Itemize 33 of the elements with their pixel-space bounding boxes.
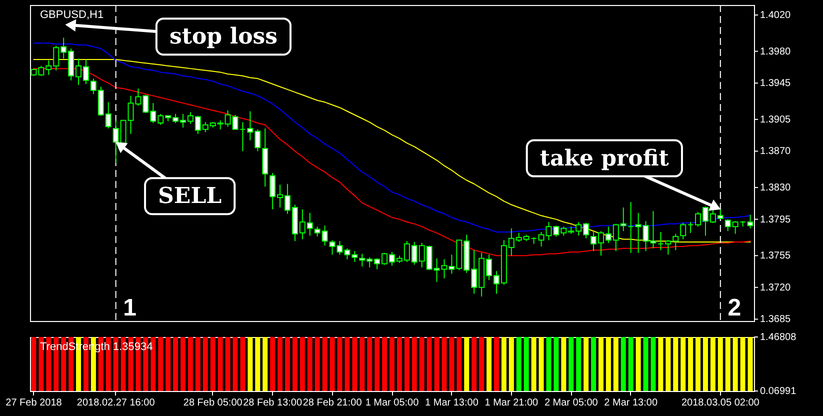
y-tick-label: 0.06991 bbox=[760, 386, 797, 397]
x-tick-label: 28 Feb 05:00 bbox=[183, 398, 243, 408]
annotation: SELL bbox=[158, 183, 222, 210]
y-tick-label: 1.3870 bbox=[760, 146, 792, 158]
x-tick-label: 28 Feb 21:00 bbox=[302, 398, 362, 408]
y-tick-label: 1.3755 bbox=[760, 250, 792, 262]
y-tick-label: 1.3685 bbox=[760, 314, 792, 326]
x-tick-label: 27 Feb 2018 bbox=[6, 398, 62, 408]
y-tick-label: 1.3830 bbox=[760, 182, 792, 194]
x-tick-label: 2018.03.05 02:00 bbox=[681, 398, 760, 408]
x-tick-label: 1 Mar 13:00 bbox=[425, 398, 479, 408]
x-tick-label: 2018.02.27 16:00 bbox=[76, 398, 156, 408]
y-tick-label: 1.3795 bbox=[760, 214, 792, 226]
y-tick-label: 1.46808 bbox=[760, 332, 797, 343]
candlestick bbox=[628, 202, 634, 254]
annotation: stop loss bbox=[169, 24, 278, 50]
x-tick-label: 2 Mar 05:00 bbox=[544, 398, 598, 408]
y-tick-label: 1.3905 bbox=[760, 114, 792, 126]
candlestick bbox=[658, 232, 664, 251]
candlestick bbox=[680, 222, 686, 240]
annotation: 1 bbox=[123, 294, 137, 322]
annotation: take profit bbox=[540, 145, 670, 172]
x-tick-label: 2 Mar 13:00 bbox=[604, 398, 658, 408]
y-tick-label: 1.4020 bbox=[760, 10, 792, 21]
y-tick-label: 1.3720 bbox=[760, 282, 792, 294]
x-tick-label: 1 Mar 21:00 bbox=[484, 398, 539, 408]
y-tick-label: 1.3945 bbox=[760, 78, 792, 90]
x-tick-label: 1 Mar 05:00 bbox=[365, 398, 420, 408]
x-tick-label: 28 Feb 13:00 bbox=[243, 398, 302, 408]
y-tick-label: 1.3980 bbox=[760, 46, 792, 58]
candlestick bbox=[688, 222, 694, 234]
annotation: 2 bbox=[728, 294, 742, 322]
chart-title: GBPUSD,H1 bbox=[40, 9, 104, 21]
